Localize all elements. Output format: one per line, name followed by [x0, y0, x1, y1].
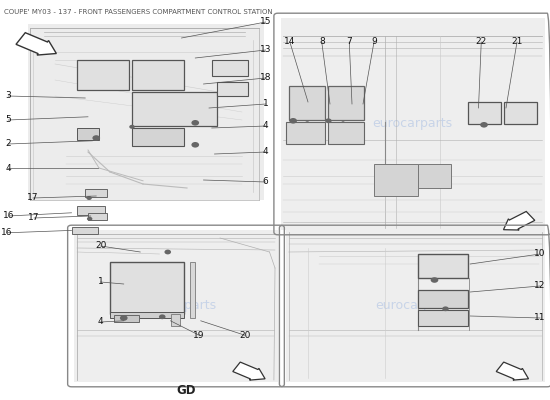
Bar — [132, 92, 217, 126]
Text: eurocarparts: eurocarparts — [97, 110, 178, 122]
Text: 9: 9 — [371, 38, 377, 46]
Polygon shape — [503, 212, 535, 230]
Bar — [77, 206, 104, 215]
Bar — [217, 82, 248, 96]
Circle shape — [129, 125, 135, 129]
Bar — [286, 230, 544, 382]
Bar — [110, 312, 184, 318]
Circle shape — [87, 217, 92, 221]
Bar — [289, 86, 324, 120]
Text: 17: 17 — [29, 214, 40, 222]
Text: 4: 4 — [98, 318, 103, 326]
Text: 16: 16 — [3, 212, 14, 220]
Text: 5: 5 — [6, 116, 11, 124]
Bar — [504, 102, 537, 124]
Circle shape — [431, 277, 438, 283]
Text: GD: GD — [176, 384, 196, 396]
Polygon shape — [496, 362, 529, 380]
Circle shape — [480, 122, 488, 128]
Bar — [212, 60, 248, 76]
Circle shape — [191, 120, 199, 126]
Text: 13: 13 — [260, 46, 271, 54]
Text: 15: 15 — [260, 18, 271, 26]
Text: 20: 20 — [239, 331, 250, 340]
Text: 1: 1 — [98, 278, 103, 286]
Text: eurocarparts: eurocarparts — [372, 118, 453, 130]
Text: 4: 4 — [263, 148, 268, 156]
Circle shape — [86, 196, 92, 200]
Text: 3: 3 — [6, 92, 11, 100]
Text: 16: 16 — [1, 228, 12, 237]
Bar — [468, 102, 500, 124]
Text: eurocarparts: eurocarparts — [136, 300, 216, 312]
Polygon shape — [233, 362, 265, 380]
Text: COUPE' MY03 - 137 - FRONT PASSENGERS COMPARTMENT CONTROL STATION: COUPE' MY03 - 137 - FRONT PASSENGERS COM… — [4, 9, 273, 15]
Text: 18: 18 — [260, 74, 271, 82]
Text: 11: 11 — [535, 314, 546, 322]
Text: 7: 7 — [346, 38, 352, 46]
Text: 1: 1 — [263, 100, 268, 108]
Text: 4: 4 — [263, 122, 268, 130]
Text: 4: 4 — [6, 164, 11, 172]
Bar — [374, 164, 418, 196]
Circle shape — [442, 306, 449, 311]
Bar — [328, 122, 364, 144]
Text: 19: 19 — [194, 331, 205, 340]
Bar — [77, 60, 129, 90]
Circle shape — [92, 135, 100, 141]
Text: 17: 17 — [28, 194, 38, 202]
Bar — [88, 213, 107, 220]
Bar — [418, 164, 451, 188]
Bar — [418, 290, 468, 308]
Bar — [85, 189, 107, 197]
Text: 22: 22 — [476, 38, 487, 46]
Text: 8: 8 — [319, 38, 324, 46]
Bar — [170, 314, 180, 326]
Circle shape — [289, 118, 297, 124]
Bar — [286, 122, 324, 144]
Bar — [110, 262, 184, 314]
Bar — [74, 230, 278, 382]
Bar — [418, 310, 468, 326]
Text: 6: 6 — [263, 178, 268, 186]
Text: 20: 20 — [95, 242, 106, 250]
Circle shape — [120, 315, 128, 321]
Bar — [72, 227, 98, 234]
Bar — [28, 24, 264, 200]
Text: eurocarparts: eurocarparts — [375, 300, 455, 312]
Circle shape — [325, 118, 332, 123]
Text: 21: 21 — [512, 38, 522, 46]
Text: 10: 10 — [535, 250, 546, 258]
Circle shape — [164, 250, 171, 254]
Bar — [132, 128, 184, 146]
Text: 12: 12 — [535, 282, 546, 290]
Bar — [190, 262, 195, 318]
Text: 2: 2 — [6, 140, 11, 148]
Bar — [280, 18, 544, 230]
Bar — [114, 315, 139, 322]
Circle shape — [159, 314, 166, 319]
Bar — [77, 128, 99, 140]
Circle shape — [191, 142, 199, 148]
Polygon shape — [16, 33, 56, 55]
Bar — [132, 60, 184, 90]
Text: 14: 14 — [284, 38, 295, 46]
Bar — [328, 86, 364, 120]
Bar — [418, 254, 468, 278]
